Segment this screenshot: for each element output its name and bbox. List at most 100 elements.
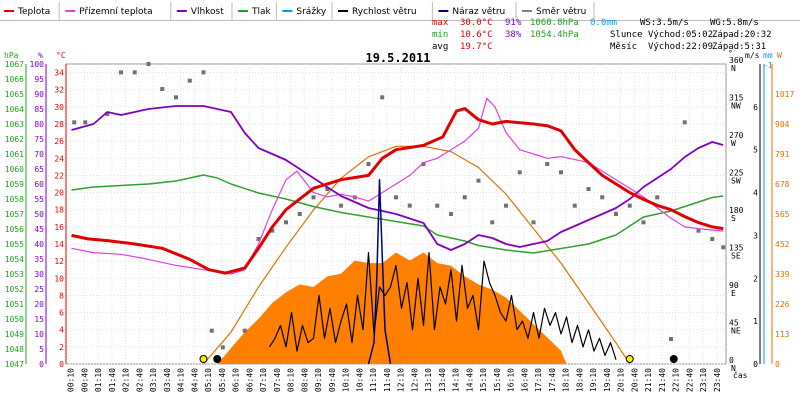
hpa-tick-6: 1053 — [5, 270, 24, 279]
wind-dir-point-9 — [201, 70, 206, 75]
ms-axis-label: m/s — [745, 51, 760, 60]
legend-label-0: Teplota — [17, 7, 50, 17]
x-tick-32: 16:10 — [507, 368, 516, 392]
dir-name-8: N — [731, 64, 736, 73]
w-tick-0: 0 — [775, 360, 780, 369]
solar-radiation-area — [217, 252, 567, 364]
dir-name-2: E — [731, 289, 736, 298]
x-tick-35: 17:40 — [548, 368, 557, 392]
wind-dir-point-13 — [256, 237, 261, 241]
x-tick-3: 01:40 — [108, 368, 117, 392]
ms-tick-1: 1 — [753, 317, 758, 326]
x-tick-24: 12:10 — [397, 368, 406, 392]
degc-tick-12: 24 — [54, 154, 64, 163]
hpa-axis-label: hPa — [4, 51, 19, 60]
pct-tick-4: 20 — [34, 300, 44, 309]
x-tick-20: 10:10 — [342, 368, 351, 392]
x-tick-15: 07:40 — [273, 368, 282, 392]
sun-label: Slunce — [610, 30, 643, 40]
dir-name-7: NW — [731, 102, 741, 111]
wind-dir-point-33 — [531, 220, 536, 225]
stat-min-label: min — [432, 30, 448, 40]
degc-tick-16: 32 — [54, 86, 64, 95]
pct-tick-3: 15 — [34, 315, 44, 324]
dir-tick-0: 0 — [729, 356, 734, 365]
x-tick-47: 23:40 — [713, 368, 722, 392]
dir-name-5: SW — [731, 177, 741, 186]
sunrise-marker — [199, 355, 208, 363]
wind-dir-point-34 — [545, 162, 550, 166]
wind-dir-point-15 — [284, 220, 288, 225]
wind-dir-point-46 — [710, 237, 715, 241]
degc-tick-8: 16 — [54, 223, 64, 232]
stat-avg-temp: 19.7°C — [460, 42, 493, 52]
dir-name-1: NE — [731, 327, 741, 336]
wind-dir-point-11 — [220, 345, 225, 350]
wind-wg: WG:5.8m/s — [710, 18, 759, 28]
wind-dir-point-2 — [105, 112, 110, 116]
wind-dir-point-45 — [696, 228, 701, 233]
legend-label-7: Směr větru — [536, 7, 586, 17]
w-tick-1: 113 — [775, 330, 790, 339]
legend-label-6: Náraz větru — [452, 7, 505, 17]
pct-tick-12: 60 — [34, 180, 44, 189]
degc-tick-2: 4 — [59, 326, 64, 335]
hpa-tick-0: 1047 — [5, 360, 24, 369]
x-tick-29: 14:40 — [465, 368, 474, 392]
legend-label-4: Srážky — [296, 7, 327, 17]
hpa-tick-9: 1056 — [5, 225, 24, 234]
pct-tick-19: 95 — [34, 75, 44, 84]
ms-tick-5: 5 — [753, 146, 758, 155]
sunset-marker — [625, 355, 634, 363]
stat-max-press: 1060.8hPa — [530, 18, 579, 28]
humidity-line — [71, 105, 724, 251]
wind-dir-point-39 — [614, 212, 618, 216]
pct-tick-14: 70 — [34, 150, 44, 159]
wind-dir-point-23 — [394, 195, 398, 200]
wind-dir-point-43 — [669, 337, 673, 341]
wind-dir-point-28 — [462, 195, 467, 200]
sun-set: Západ:20:32 — [712, 30, 772, 40]
w-tick-6: 678 — [775, 180, 790, 189]
pct-tick-5: 25 — [34, 285, 44, 294]
wind-dir-point-41 — [641, 220, 646, 225]
wind-dir-point-25 — [421, 162, 426, 166]
wind-dir-point-3 — [119, 70, 123, 75]
x-tick-7: 03:40 — [163, 368, 172, 392]
stat-min-press: 1054.4hPa — [530, 30, 579, 40]
dir-tick-5: 225 — [729, 169, 744, 178]
degc-tick-11: 22 — [54, 171, 64, 180]
x-tick-30: 15:10 — [479, 368, 488, 392]
x-tick-44: 22:10 — [672, 368, 681, 392]
x-tick-43: 21:40 — [658, 368, 667, 392]
degc-tick-13: 26 — [54, 137, 64, 146]
pct-tick-16: 80 — [34, 120, 44, 129]
dir-tick-4: 180 — [729, 206, 744, 215]
x-tick-18: 09:10 — [314, 368, 323, 392]
wind-dir-point-30 — [490, 220, 495, 225]
wind-speed-line — [268, 252, 617, 360]
x-tick-19: 09:40 — [328, 368, 337, 392]
ms-tick-2: 2 — [753, 274, 758, 283]
hpa-tick-19: 1066 — [5, 75, 24, 84]
stat-avg-label: avg — [432, 42, 448, 52]
x-tick-45: 22:40 — [685, 368, 694, 392]
wind-dir-point-40 — [627, 203, 632, 208]
x-tick-9: 04:40 — [190, 368, 199, 392]
wind-dir-point-26 — [435, 203, 440, 208]
w-axis-label: W — [777, 51, 782, 60]
hpa-tick-3: 1050 — [5, 315, 24, 324]
dir-tick-2: 90 — [729, 281, 739, 290]
x-tick-8: 04:10 — [177, 368, 186, 392]
wind-dir-point-47 — [721, 245, 726, 250]
pct-tick-6: 30 — [34, 270, 44, 279]
moon-label: Měsíc — [610, 42, 637, 52]
axes: 1047104810491050105110521053105410551056… — [4, 49, 794, 392]
wind-dir-point-42 — [655, 195, 660, 200]
x-tick-34: 17:10 — [534, 368, 543, 392]
wind-dir-point-22 — [380, 95, 385, 100]
dir-tick-8: 360 — [729, 56, 744, 65]
chart-title: 19.5.2011 — [365, 51, 430, 65]
w-tick-7: 791 — [775, 150, 790, 159]
